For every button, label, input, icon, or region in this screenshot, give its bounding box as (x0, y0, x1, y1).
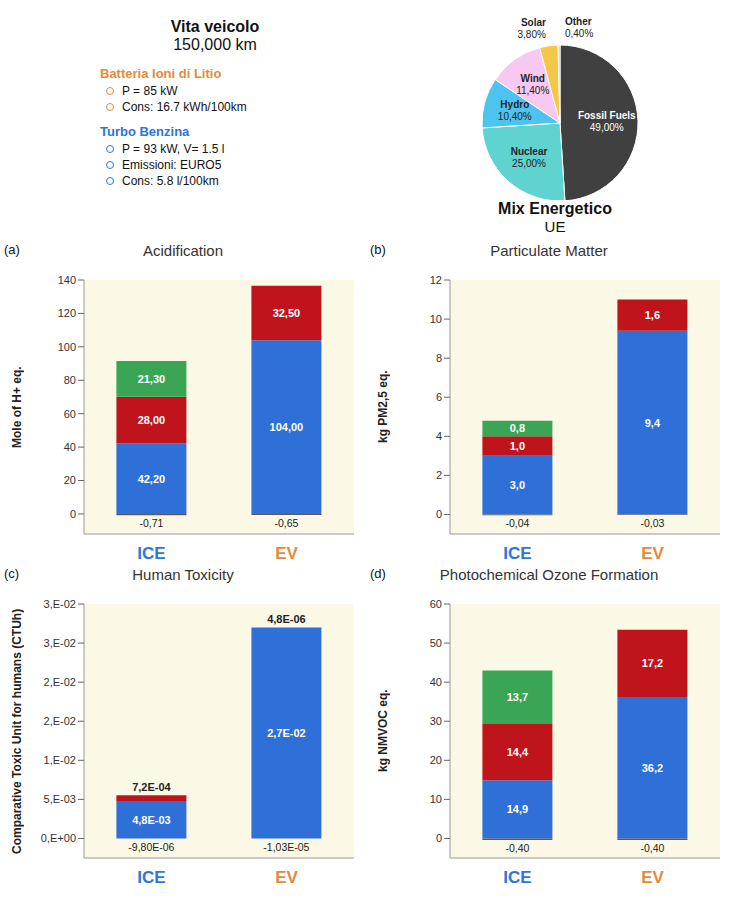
svg-text:-0,03: -0,03 (640, 517, 664, 529)
svg-text:-0,40: -0,40 (640, 842, 664, 854)
html-text:(d): (d) (370, 566, 386, 581)
html-text:P = 85 kW: P = 85 kW (122, 84, 178, 98)
svg-text:-0,65: -0,65 (274, 517, 298, 529)
svg-text:30: 30 (430, 715, 442, 727)
svg-text:-9,80E-06: -9,80E-06 (128, 841, 174, 853)
svg-text:60: 60 (430, 598, 442, 610)
svg-text:ICE: ICE (137, 544, 165, 563)
svg-text:2,7E-02: 2,7E-02 (267, 727, 306, 739)
svg-text:80: 80 (64, 374, 76, 386)
html-text:Cons: 5.8 l/100km: Cons: 5.8 l/100km (122, 174, 219, 188)
svg-text:3,0: 3,0 (510, 479, 525, 491)
html-text:kg PM2,5 eq.: kg PM2,5 eq. (376, 370, 390, 444)
svg-text:32,50: 32,50 (273, 307, 301, 319)
svg-text:Solar: Solar (521, 17, 546, 28)
svg-text:20: 20 (430, 754, 442, 766)
html-text:Vita veicolo: Vita veicolo (170, 18, 260, 35)
html-text:(c): (c) (4, 566, 20, 581)
svg-text:49,00%: 49,00% (590, 122, 624, 133)
svg-text:EV: EV (275, 544, 298, 563)
svg-text:1,E-02: 1,E-02 (44, 754, 76, 766)
svg-text:0,40%: 0,40% (565, 28, 593, 39)
svg-text:7,2E-04: 7,2E-04 (132, 781, 171, 793)
html-text:Emissioni: EURO5: Emissioni: EURO5 (122, 158, 222, 172)
html-text:Mole of H+ eq.: Mole of H+ eq. (10, 366, 24, 448)
svg-text:Fossil Fuels: Fossil Fuels (578, 110, 636, 121)
html-text:Mix Energetico: Mix Energetico (498, 200, 612, 217)
svg-text:3,E-02: 3,E-02 (44, 637, 76, 649)
svg-text:5,E-03: 5,E-03 (44, 793, 76, 805)
svg-text:104,00: 104,00 (270, 421, 304, 433)
svg-text:0,8: 0,8 (510, 422, 525, 434)
svg-text:28,00: 28,00 (138, 414, 166, 426)
svg-text:42,20: 42,20 (138, 473, 166, 485)
svg-text:Hydro: Hydro (500, 99, 529, 110)
html-text:Particulate Matter: Particulate Matter (490, 242, 608, 259)
html-text:P = 93 kW, V= 1.5 l: P = 93 kW, V= 1.5 l (122, 142, 225, 156)
svg-text:0: 0 (436, 832, 442, 844)
svg-text:60: 60 (64, 408, 76, 420)
svg-text:6: 6 (436, 391, 442, 403)
svg-text:40: 40 (430, 676, 442, 688)
svg-text:40: 40 (64, 441, 76, 453)
svg-text:50: 50 (430, 637, 442, 649)
html-text:Batteria Ioni di Litio: Batteria Ioni di Litio (100, 66, 222, 81)
svg-text:21,30: 21,30 (138, 373, 166, 385)
svg-text:4,8E-03: 4,8E-03 (132, 814, 171, 826)
svg-text:0,E+00: 0,E+00 (41, 832, 76, 844)
svg-text:100: 100 (58, 341, 76, 353)
html-text:UE: UE (544, 218, 566, 235)
html-text:Cons: 16.7 kWh/100km: Cons: 16.7 kWh/100km (122, 100, 247, 114)
svg-text:25,00%: 25,00% (512, 158, 546, 169)
svg-text:-1,03E-05: -1,03E-05 (263, 841, 309, 853)
svg-text:3,E-02: 3,E-02 (44, 598, 76, 610)
svg-text:8: 8 (436, 352, 442, 364)
html-text:Comparative Toxic Unit for hum: Comparative Toxic Unit for humans (CTUh) (10, 608, 24, 854)
svg-text:13,7: 13,7 (507, 691, 528, 703)
svg-text:20: 20 (64, 474, 76, 486)
html-text:Human Toxicity: Human Toxicity (132, 566, 234, 583)
svg-text:0: 0 (436, 508, 442, 520)
html-text:Photochemical Ozone Formation: Photochemical Ozone Formation (439, 566, 659, 583)
svg-text:EV: EV (641, 868, 664, 887)
html-text:Turbo Benzina: Turbo Benzina (100, 124, 190, 139)
html-text:Acidification: Acidification (143, 242, 223, 259)
svg-text:2,E-02: 2,E-02 (44, 715, 76, 727)
svg-text:17,2: 17,2 (642, 657, 663, 669)
svg-text:ICE: ICE (503, 868, 531, 887)
svg-text:Wind: Wind (521, 73, 545, 84)
svg-text:2: 2 (436, 469, 442, 481)
html-text:kg NMVOC eq.: kg NMVOC eq. (376, 689, 390, 773)
svg-text:2,E-02: 2,E-02 (44, 676, 76, 688)
svg-text:1,0: 1,0 (510, 440, 525, 452)
svg-text:-0,40: -0,40 (505, 842, 529, 854)
svg-text:-0,04: -0,04 (505, 517, 529, 529)
svg-text:Other: Other (565, 16, 592, 27)
svg-text:36,2: 36,2 (642, 762, 663, 774)
svg-text:11,40%: 11,40% (516, 85, 549, 96)
svg-text:120: 120 (58, 307, 76, 319)
svg-text:9,4: 9,4 (645, 417, 661, 429)
svg-text:1,6: 1,6 (645, 309, 660, 321)
svg-text:14,4: 14,4 (507, 746, 529, 758)
svg-text:4,8E-06: 4,8E-06 (267, 613, 306, 625)
svg-text:Nuclear: Nuclear (511, 146, 548, 157)
svg-text:0: 0 (70, 508, 76, 520)
svg-text:-0,71: -0,71 (139, 517, 163, 529)
html-text:(a): (a) (4, 242, 20, 257)
svg-text:3,80%: 3,80% (518, 29, 546, 40)
html-text:150,000 km: 150,000 km (173, 36, 257, 53)
svg-text:14,9: 14,9 (507, 803, 528, 815)
svg-text:12: 12 (430, 274, 442, 286)
svg-text:EV: EV (275, 868, 298, 887)
svg-text:140: 140 (58, 274, 76, 286)
svg-text:10: 10 (430, 313, 442, 325)
svg-text:ICE: ICE (137, 868, 165, 887)
svg-text:EV: EV (641, 544, 664, 563)
svg-text:4: 4 (436, 430, 442, 442)
html-text:(b): (b) (370, 242, 386, 257)
svg-text:10,40%: 10,40% (498, 111, 532, 122)
svg-text:10: 10 (430, 793, 442, 805)
svg-text:ICE: ICE (503, 544, 531, 563)
